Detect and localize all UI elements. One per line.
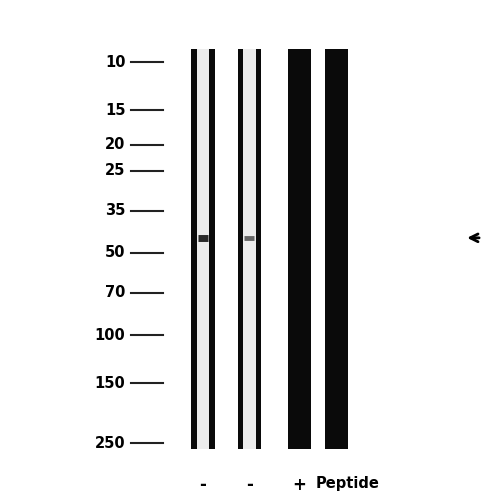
Text: 25: 25: [105, 164, 125, 178]
Text: 20: 20: [105, 137, 125, 152]
Text: 150: 150: [95, 376, 125, 391]
Text: +: +: [292, 476, 306, 495]
Text: 15: 15: [105, 103, 125, 118]
Text: -: -: [245, 476, 253, 495]
Bar: [242, 49, 255, 449]
Text: 35: 35: [105, 203, 125, 218]
Bar: [324, 49, 347, 449]
Text: Peptide: Peptide: [315, 476, 379, 492]
Text: 10: 10: [105, 55, 125, 70]
Bar: [191, 49, 214, 449]
Text: 70: 70: [105, 285, 125, 300]
Bar: [237, 49, 261, 449]
Text: 50: 50: [105, 246, 125, 260]
Text: -: -: [199, 476, 206, 495]
Bar: [288, 49, 311, 449]
Text: 100: 100: [95, 328, 125, 342]
Bar: [196, 49, 209, 449]
Bar: [168, 49, 361, 449]
Text: 250: 250: [95, 436, 125, 451]
